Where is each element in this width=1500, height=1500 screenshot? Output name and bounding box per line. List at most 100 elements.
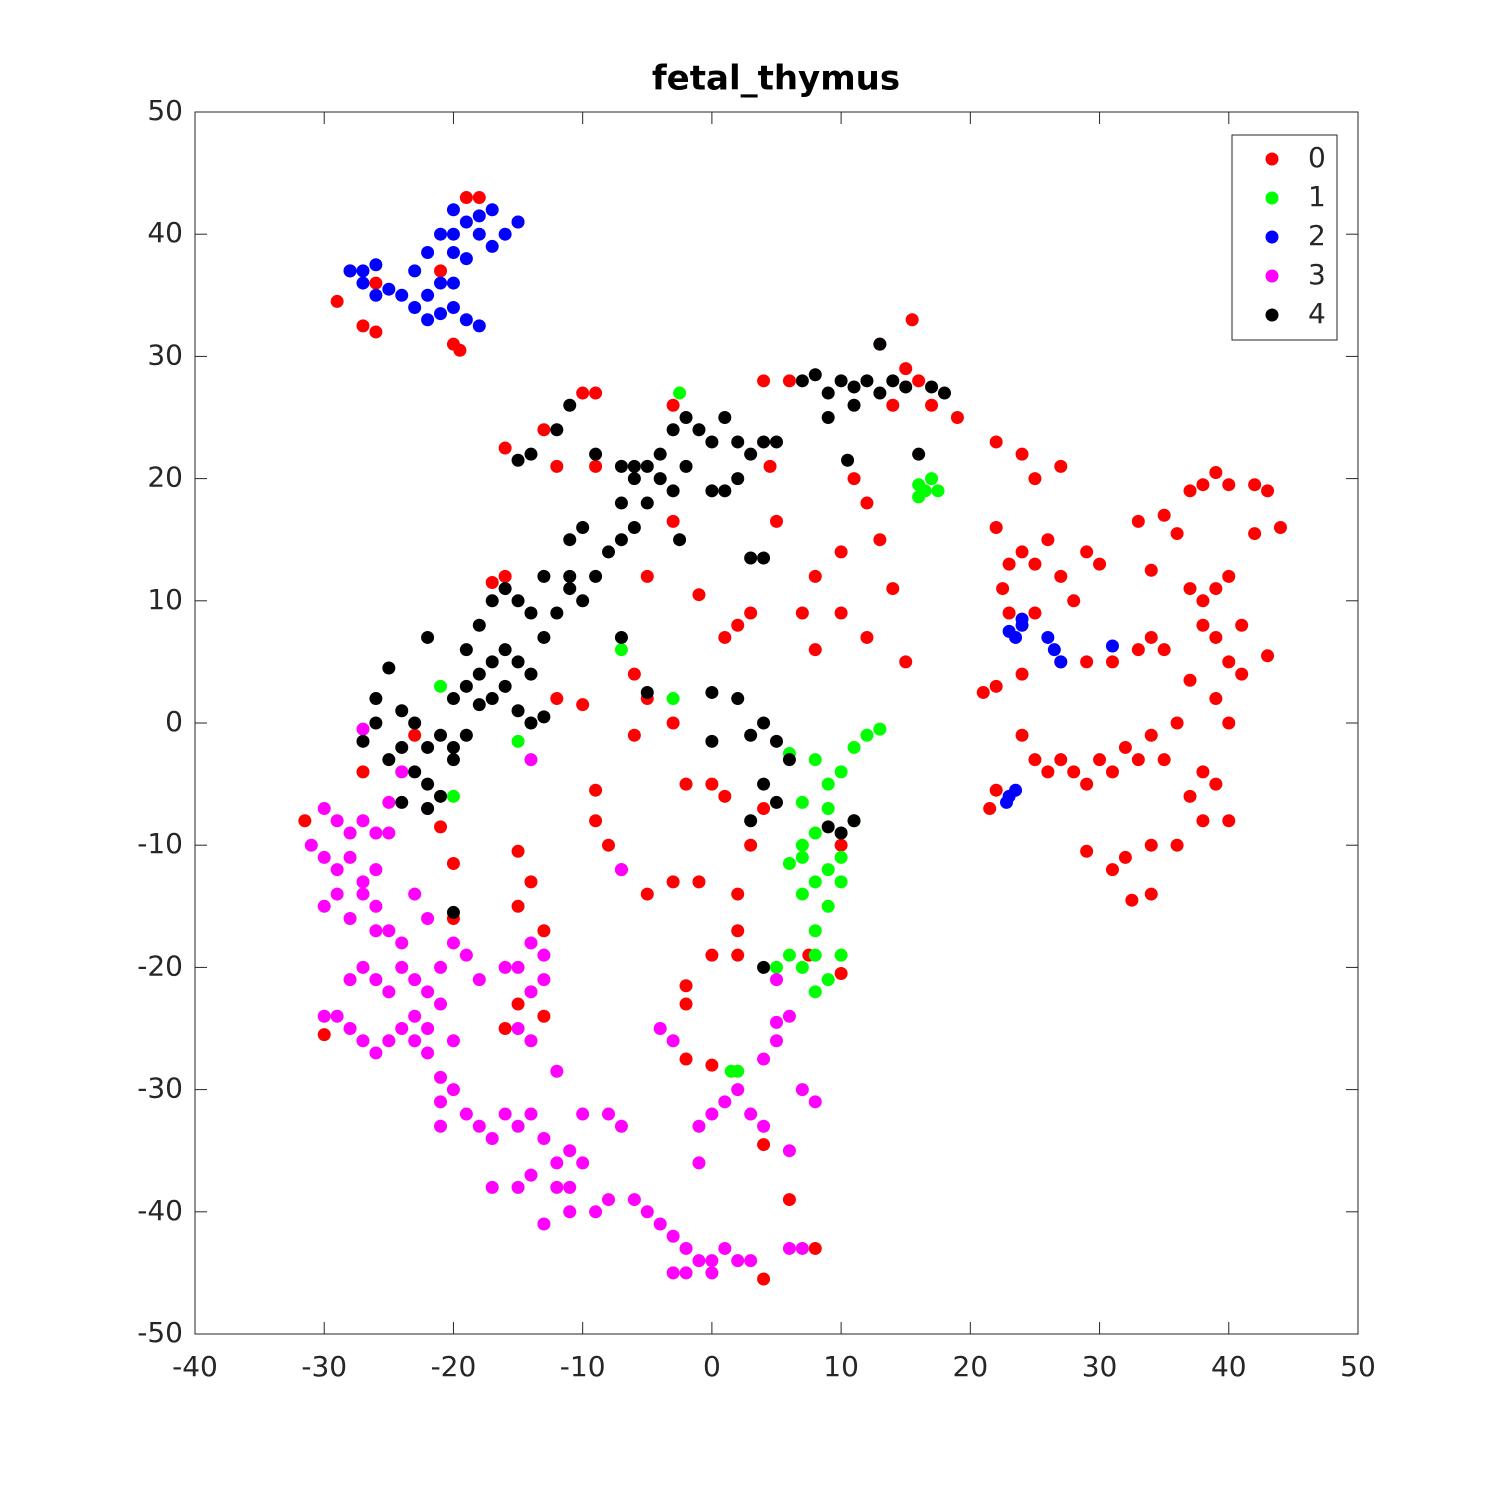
point (589, 1205, 603, 1219)
legend-marker (1265, 152, 1279, 166)
point (589, 783, 603, 797)
point (408, 1009, 422, 1023)
point (1144, 630, 1158, 644)
point (408, 264, 422, 278)
point (421, 802, 435, 816)
point (1041, 630, 1055, 644)
point (834, 606, 848, 620)
point (1015, 545, 1029, 559)
point (1222, 569, 1236, 583)
point (511, 594, 525, 608)
point (446, 905, 460, 919)
point (614, 459, 628, 473)
point (498, 960, 512, 974)
x-tick-label: -30 (301, 1350, 347, 1383)
point (731, 435, 745, 449)
point (421, 985, 435, 999)
point (731, 924, 745, 938)
point (731, 948, 745, 962)
point (886, 398, 900, 412)
point (421, 912, 435, 926)
point (847, 398, 861, 412)
series (356, 337, 951, 974)
point (996, 582, 1010, 596)
point (356, 734, 370, 748)
point (576, 1156, 590, 1170)
point (744, 447, 758, 461)
point (666, 716, 680, 730)
x-tick-label: 30 (1082, 1350, 1118, 1383)
point (485, 692, 499, 706)
point (1080, 777, 1094, 791)
point (1170, 716, 1184, 730)
point (899, 362, 913, 376)
point (834, 948, 848, 962)
legend-marker (1265, 230, 1279, 244)
point (537, 1009, 551, 1023)
point (1131, 753, 1145, 767)
point (524, 936, 538, 950)
point (782, 374, 796, 388)
point (705, 1254, 719, 1268)
point (912, 490, 926, 504)
point (731, 887, 745, 901)
point (834, 850, 848, 864)
point (873, 533, 887, 547)
legend-box (1231, 134, 1338, 341)
point (382, 1034, 396, 1048)
point (434, 789, 448, 803)
point (666, 692, 680, 706)
point (485, 575, 499, 589)
point (950, 411, 964, 424)
point (511, 655, 525, 669)
point (808, 1241, 822, 1255)
point (369, 826, 383, 840)
point (472, 698, 486, 712)
point (550, 423, 564, 437)
point (537, 423, 551, 437)
point (653, 1022, 667, 1035)
point (511, 960, 525, 974)
point (782, 1241, 796, 1255)
point (808, 875, 822, 889)
point (1222, 655, 1236, 669)
point (705, 1266, 719, 1280)
point (757, 802, 771, 816)
point (498, 1022, 512, 1035)
point (808, 985, 822, 999)
point (1183, 673, 1197, 687)
point (666, 484, 680, 498)
point (472, 191, 486, 205)
point (763, 459, 777, 473)
point (485, 594, 499, 608)
point (925, 380, 939, 394)
point (614, 496, 628, 510)
point (666, 1266, 680, 1280)
point (640, 496, 654, 510)
point (1235, 618, 1249, 632)
point (1015, 667, 1029, 681)
point (679, 777, 693, 791)
point (511, 997, 525, 1011)
point (653, 1217, 667, 1231)
point (421, 313, 435, 327)
point (1002, 606, 1016, 620)
point (925, 472, 939, 486)
y-tick-label: 20 (147, 461, 183, 494)
point (330, 294, 344, 308)
point (524, 753, 538, 767)
point (382, 753, 396, 767)
point (757, 374, 771, 388)
point (395, 288, 409, 302)
point (1196, 765, 1210, 779)
point (1209, 630, 1223, 644)
point (1015, 728, 1029, 742)
point (369, 288, 383, 302)
point (369, 1046, 383, 1060)
point (317, 899, 331, 913)
point (537, 973, 551, 987)
point (498, 582, 512, 596)
point (834, 545, 848, 559)
point (821, 899, 835, 913)
